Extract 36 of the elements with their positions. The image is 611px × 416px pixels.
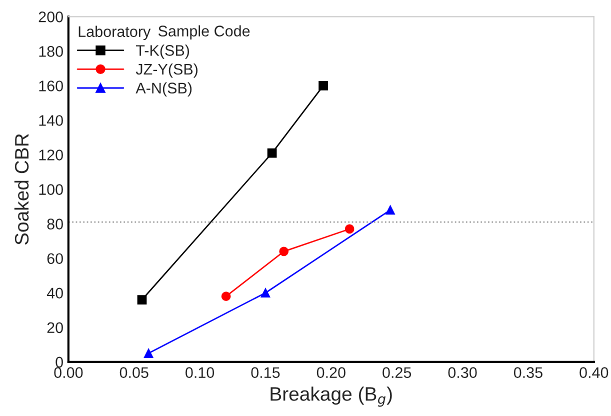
y-tick-label: 180 bbox=[39, 46, 63, 57]
x-axis-title: Breakage (B$_{g}$) bbox=[270, 386, 392, 407]
legend-label: JZ-Y(SB) bbox=[136, 63, 198, 78]
x-tick-label: 0.15 bbox=[251, 367, 280, 378]
point bbox=[344, 224, 354, 234]
point bbox=[267, 148, 277, 158]
x-tick-label: 0.25 bbox=[382, 367, 412, 378]
point bbox=[144, 348, 154, 358]
y-tick-label: 0 bbox=[56, 356, 63, 368]
x-tick-label: 0.10 bbox=[186, 367, 214, 378]
x-tick-label: 0.30 bbox=[448, 367, 477, 378]
y-tick-label: 80 bbox=[47, 218, 63, 230]
point bbox=[137, 295, 147, 304]
legend-title: Laboratory bbox=[78, 26, 151, 40]
y-tick-label: 160 bbox=[39, 80, 63, 92]
y-tick-label: 100 bbox=[39, 184, 63, 195]
point bbox=[386, 205, 395, 215]
y-tick-label: 60 bbox=[47, 253, 63, 264]
x-tick-label: 0.05 bbox=[120, 367, 148, 378]
legend-label: A-N(SB) bbox=[136, 82, 192, 97]
x-tick-label: 0.40 bbox=[580, 367, 608, 378]
y-tick-label: 200 bbox=[38, 12, 63, 22]
point bbox=[318, 81, 328, 90]
x-tick-label: 0.00 bbox=[54, 367, 83, 378]
point bbox=[260, 288, 270, 298]
x-tick-label: 0.35 bbox=[514, 367, 542, 378]
legend-label: T-K(SB) bbox=[136, 44, 190, 59]
point bbox=[221, 292, 231, 302]
y-tick-label: 140 bbox=[39, 115, 63, 126]
x-tick-label: 0.20 bbox=[316, 367, 346, 378]
annotation: Sample Code bbox=[158, 25, 250, 40]
y-tick-label: 20 bbox=[47, 322, 63, 334]
y-tick-label: 120 bbox=[39, 150, 63, 160]
point bbox=[279, 246, 289, 256]
y-tick-label: 40 bbox=[46, 288, 63, 299]
y-axis-title: Soaked CBR bbox=[14, 134, 29, 245]
